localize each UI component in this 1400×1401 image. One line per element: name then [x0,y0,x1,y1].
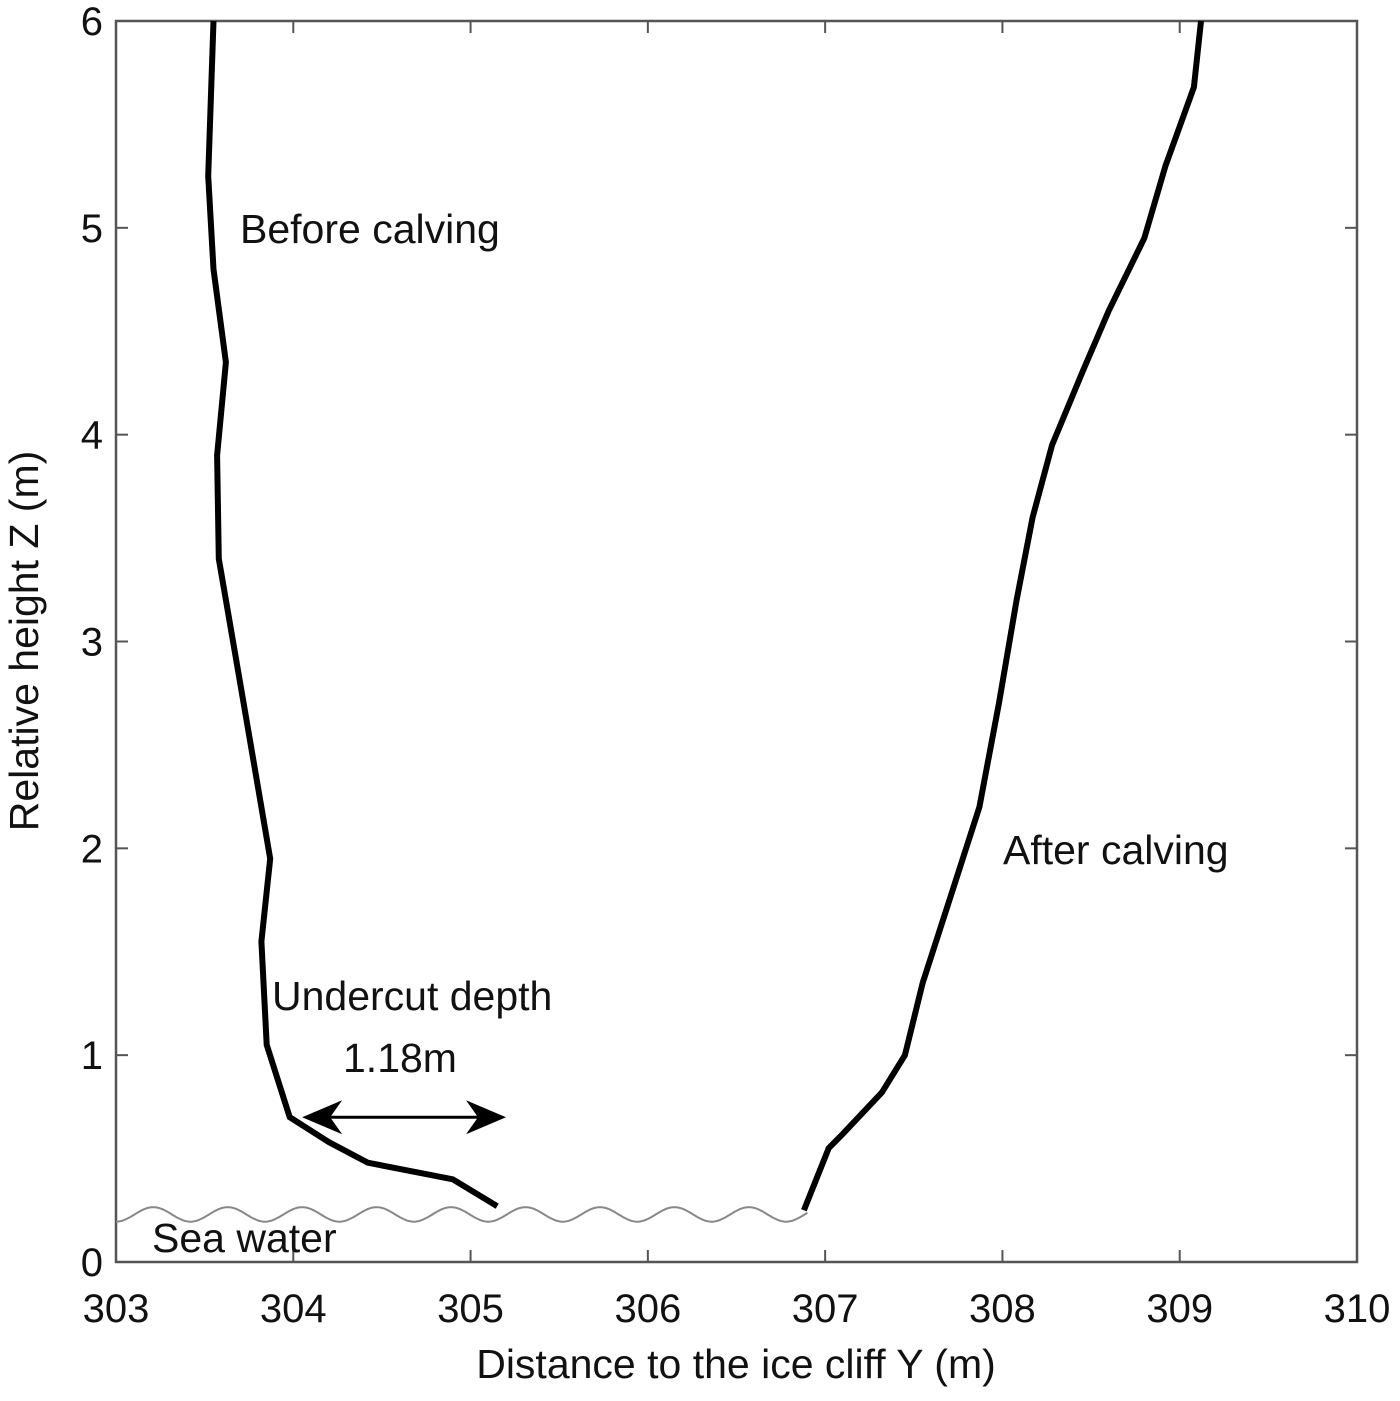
axis-tick-labels: 303 304 305 306 307 308 309 310 0 1 2 3 4 5 6 [81,0,1391,1331]
y-axis-label: Relative height Z (m) [1,451,47,832]
undercut-arrow-head-right [466,1100,507,1135]
undercut-arrow-head-left [302,1100,343,1135]
y-tick-label: 0 [81,1241,103,1285]
x-tick-label: 306 [614,1287,681,1331]
x-tick-label: 303 [83,1287,150,1331]
sea-water-line-group [115,1206,808,1223]
x-tick-label: 308 [969,1287,1036,1331]
x-tick-label: 309 [1146,1287,1213,1331]
sea-water-label: Sea water [152,1215,337,1261]
x-tick-label: 304 [260,1287,327,1331]
before-calving-line [205,20,499,1209]
y-tick-label: 1 [81,1034,103,1078]
x-tick-label: 310 [1324,1287,1391,1331]
after-calving-line [801,20,1204,1212]
x-tick-label: 307 [792,1287,859,1331]
x-axis-label: Distance to the ice cliff Y (m) [476,1341,996,1387]
axis-ticks [115,20,1358,1263]
undercut-arrow-group [302,1100,507,1135]
series-lines [205,20,1204,1212]
undercut-depth-label: Undercut depth [272,973,552,1019]
y-tick-label: 3 [81,621,103,665]
y-tick-label: 5 [81,207,103,251]
undercut-value-label: 1.18m [343,1035,457,1081]
sea-water-line [115,1206,808,1223]
y-tick-label: 4 [81,414,103,458]
after-calving-label: After calving [1003,827,1229,873]
y-tick-label: 2 [81,827,103,871]
y-tick-label: 6 [81,0,103,44]
before-calving-label: Before calving [240,206,500,252]
x-tick-label: 305 [437,1287,504,1331]
